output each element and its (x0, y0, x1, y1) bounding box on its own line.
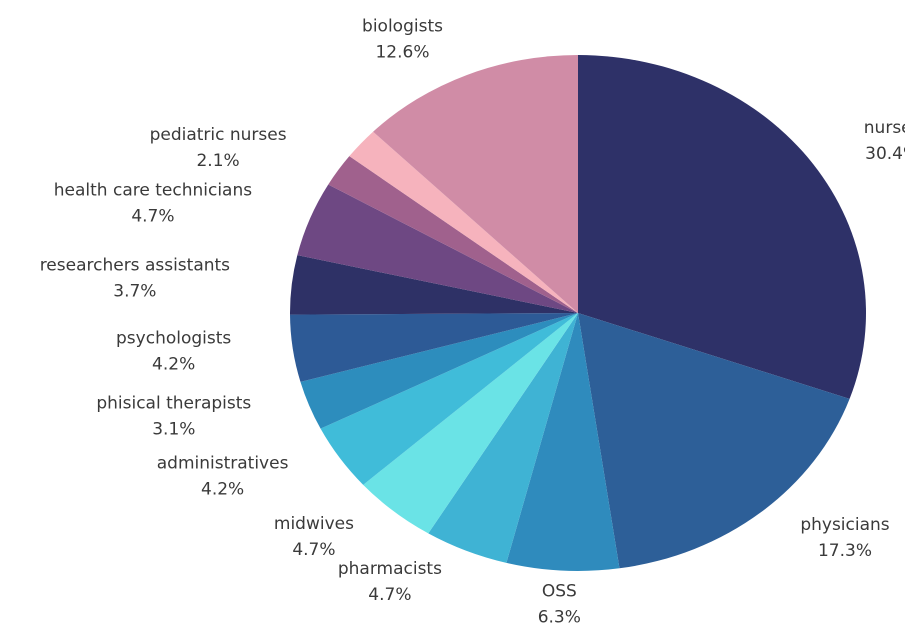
slice-label: phisical therapists 3.1% (96, 394, 251, 440)
category-label: nurses (864, 118, 905, 138)
pie-slice (428, 313, 578, 563)
category-label: researchers assistants (40, 256, 230, 276)
slice-label: nurses 30.4% (864, 118, 905, 164)
slice-label: psychologists 4.2% (116, 329, 231, 375)
pie-slice (328, 156, 578, 313)
category-label: health care technicians (54, 181, 252, 201)
pie-slice (290, 255, 578, 315)
pie-slice (300, 313, 578, 429)
value-label: 4.2% (201, 479, 244, 499)
pie-slice (349, 131, 578, 313)
pie-slice (373, 55, 578, 313)
value-label: 2.1% (196, 151, 239, 171)
category-label: administratives (157, 453, 289, 473)
value-label: 17.3% (818, 541, 872, 561)
pie-slice (320, 313, 578, 485)
pie-slice (290, 313, 578, 382)
slice-label: OSS 6.3% (538, 582, 581, 628)
value-label: 4.7% (131, 207, 174, 227)
slice-label: biologists 12.6% (362, 17, 443, 63)
pie-slice (363, 313, 578, 534)
value-label: 3.7% (113, 282, 156, 302)
slice-label: researchers assistants 3.7% (40, 256, 230, 302)
category-label: phisical therapists (96, 394, 251, 414)
slice-label: administratives 4.2% (157, 453, 289, 499)
value-label: 12.6% (375, 43, 429, 63)
value-label: 6.3% (538, 608, 581, 628)
slice-label: pharmacists 4.7% (338, 559, 442, 605)
slice-label: pediatric nurses 2.1% (150, 125, 287, 171)
category-label: OSS (542, 582, 577, 602)
pie-slice (297, 184, 578, 313)
pie-slice (578, 313, 850, 569)
category-label: midwives (274, 514, 354, 534)
category-label: pediatric nurses (150, 125, 287, 145)
category-label: psychologists (116, 329, 231, 349)
value-label: 4.2% (152, 355, 195, 375)
category-label: pharmacists (338, 559, 442, 579)
pie-slice (506, 313, 620, 571)
value-label: 3.1% (152, 420, 195, 440)
slice-label: health care technicians 4.7% (54, 181, 252, 227)
pie-slice (578, 55, 866, 399)
slice-label: physicians 17.3% (800, 515, 889, 561)
slice-label: midwives 4.7% (274, 514, 354, 560)
value-label: 4.7% (368, 585, 411, 605)
value-label: 30.4% (865, 144, 905, 164)
category-label: biologists (362, 17, 443, 37)
category-label: physicians (800, 515, 889, 535)
value-label: 4.7% (292, 540, 335, 560)
